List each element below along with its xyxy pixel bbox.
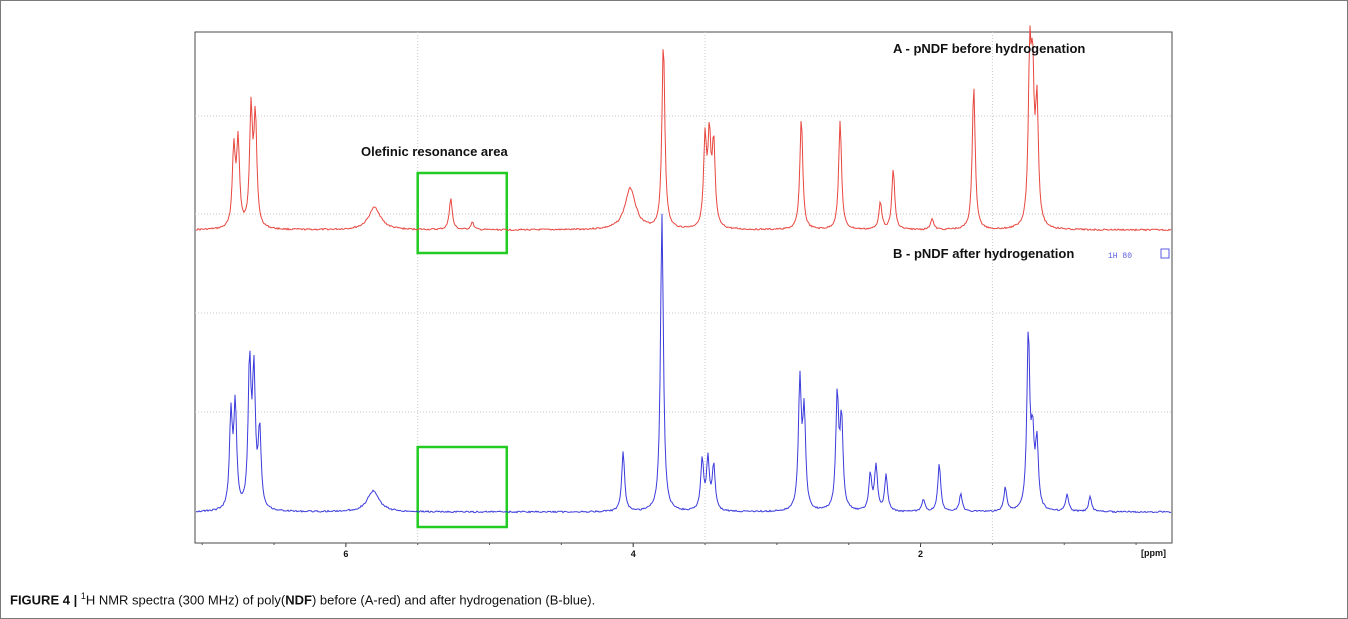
stray-label: 1H 80 <box>1108 252 1132 261</box>
olefinic-highlight-boxes <box>416 171 509 529</box>
caption-bold: NDF <box>285 592 312 608</box>
x-tick-label-2: 2 <box>918 549 923 559</box>
series-b-line <box>195 213 1172 514</box>
olefinic-annotation: Olefinic resonance area <box>361 144 508 159</box>
series-a-line <box>196 25 1172 232</box>
olefinic-box-b <box>416 445 509 529</box>
caption-text-1: H NMR spectra (300 MHz) of poly( <box>85 592 286 608</box>
caption-superscript: 1 <box>80 591 86 601</box>
plot-area <box>194 31 1173 544</box>
series-a-legend: A - pNDF before hydrogenation <box>893 41 1085 56</box>
figure-caption: FIGURE 4 | 1H NMR spectra (300 MHz) of p… <box>10 591 595 607</box>
olefinic-box-a <box>416 171 509 255</box>
series-b-legend: B - pNDF after hydrogenation <box>893 246 1074 261</box>
caption-label: FIGURE 4 | <box>10 592 78 608</box>
nmr-spectrum-chart: 6 4 2 A - pNDF before hydrogenation B - pN… <box>194 25 1173 559</box>
x-tick-label-1: 4 <box>631 549 636 559</box>
x-tick-label-0: 6 <box>343 549 348 559</box>
grid <box>195 32 1172 543</box>
stray-marker <box>1160 248 1170 259</box>
x-axis-label: [ppm] <box>1141 548 1166 558</box>
x-axis-ticks: 6 4 2 <box>201 543 1137 559</box>
caption-text-2: ) before (A-red) and after hydrogenation… <box>311 592 596 608</box>
